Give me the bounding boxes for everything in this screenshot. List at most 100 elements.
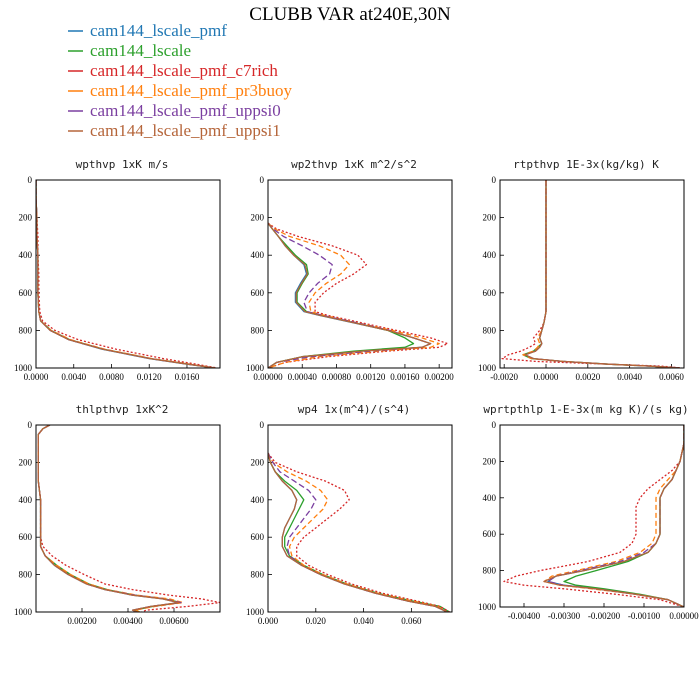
series-line-2-0 xyxy=(524,180,680,368)
ytick-label-2-1: 200 xyxy=(483,213,497,223)
series-line-4-5 xyxy=(268,452,448,612)
xtick-label-3-2: 0.00600 xyxy=(159,616,189,626)
panel-frame-2 xyxy=(499,179,685,369)
ytick-label-4-4: 800 xyxy=(251,570,265,580)
ytick-label-2-4: 800 xyxy=(483,325,497,335)
ytick-label-3-3: 600 xyxy=(19,532,33,542)
xtick-label-2-0: -0.0020 xyxy=(490,372,518,382)
ytick-label-3-2: 400 xyxy=(19,495,33,505)
xtick-label-0-1: 0.0040 xyxy=(61,372,86,382)
ytick-label-3-1: 200 xyxy=(19,457,33,467)
series-line-0-2 xyxy=(36,180,218,368)
xtick-label-5-0: -0.00400 xyxy=(508,611,541,621)
ytick-label-0-1: 200 xyxy=(19,213,33,223)
series-line-1-2 xyxy=(268,222,449,368)
ytick-label-2-5: 1000 xyxy=(478,363,497,373)
ytick-label-5-3: 600 xyxy=(483,529,497,539)
series-line-3-5 xyxy=(37,425,180,612)
panel-frame-1 xyxy=(267,179,453,369)
ytick-label-2-0: 0 xyxy=(492,175,497,185)
series-line-2-4 xyxy=(524,180,680,368)
series-line-5-3 xyxy=(543,425,684,607)
xtick-label-3-0: 0.00200 xyxy=(67,616,97,626)
xtick-label-1-1: 0.00040 xyxy=(288,372,318,382)
ytick-label-0-5: 1000 xyxy=(14,363,33,373)
xtick-label-1-0: 0.00000 xyxy=(253,372,283,382)
series-line-0-3 xyxy=(36,180,216,368)
xtick-label-5-3: -0.00100 xyxy=(628,611,661,621)
ytick-label-5-2: 400 xyxy=(483,493,497,503)
xtick-label-4-0: 0.000 xyxy=(258,616,279,626)
xtick-label-4-2: 0.040 xyxy=(353,616,374,626)
series-line-3-1 xyxy=(37,425,182,612)
legend-entry-5: cam144_lscale_pmf_uppsi1 xyxy=(90,121,281,140)
ytick-label-4-2: 400 xyxy=(251,495,265,505)
ytick-label-1-0: 0 xyxy=(260,175,265,185)
xtick-label-3-1: 0.00400 xyxy=(113,616,143,626)
legend-entry-1: cam144_lscale xyxy=(90,41,191,60)
ytick-label-0-4: 800 xyxy=(19,325,33,335)
series-line-1-5 xyxy=(268,222,432,368)
series-line-3-4 xyxy=(37,425,182,612)
legend-entry-2: cam144_lscale_pmf_c7rich xyxy=(90,61,278,80)
series-line-0-4 xyxy=(36,180,216,368)
panel-frame-3 xyxy=(35,424,221,613)
xtick-label-2-1: 0.0000 xyxy=(534,372,559,382)
series-line-3-3 xyxy=(37,425,184,612)
series-line-3-2 xyxy=(37,425,220,612)
panel-1: wp2thvp 1xK m^2/s^2020040060080010000.00… xyxy=(246,158,454,382)
series-line-2-2 xyxy=(501,180,682,368)
ytick-label-3-4: 800 xyxy=(19,570,33,580)
xtick-label-1-2: 0.00080 xyxy=(322,372,352,382)
xtick-label-0-4: 0.0160 xyxy=(175,372,200,382)
series-line-3-0 xyxy=(37,425,180,612)
ytick-label-1-3: 600 xyxy=(251,288,265,298)
ytick-label-4-5: 1000 xyxy=(246,607,265,617)
xtick-label-4-3: 0.060 xyxy=(401,616,422,626)
series-line-0-0 xyxy=(36,180,216,368)
ytick-label-5-1: 200 xyxy=(483,456,497,466)
xtick-label-1-4: 0.00160 xyxy=(390,372,420,382)
ytick-label-5-5: 1000 xyxy=(478,602,497,612)
panel-frame-0 xyxy=(35,179,221,369)
ytick-label-1-1: 200 xyxy=(251,213,265,223)
xtick-label-2-2: 0.0020 xyxy=(575,372,600,382)
ytick-label-2-3: 600 xyxy=(483,288,497,298)
xtick-label-1-3: 0.00120 xyxy=(356,372,386,382)
legend-entry-3: cam144_lscale_pmf_pr3buoy xyxy=(90,81,293,100)
panel-5: wprtpthlp 1-E-3x(m kg K)/(s kg) 0 200 400 60… xyxy=(478,403,699,621)
xtick-label-4-1: 0.020 xyxy=(306,616,327,626)
ytick-label-0-3: 600 xyxy=(19,288,33,298)
xtick-label-0-0: 0.0000 xyxy=(24,372,49,382)
ytick-label-5-0: 0 xyxy=(492,420,497,430)
ytick-label-3-5: 1000 xyxy=(14,607,33,617)
xtick-label-2-4: 0.0060 xyxy=(659,372,684,382)
ytick-label-5-4: 800 xyxy=(483,566,497,576)
ytick-label-1-2: 400 xyxy=(251,250,265,260)
legend: cam144_lscale_pmfcam144_lscalecam144_lsc… xyxy=(68,21,293,140)
series-line-5-5 xyxy=(543,425,684,607)
series-line-5-1 xyxy=(563,425,684,607)
xtick-label-1-5: 0.00200 xyxy=(425,372,455,382)
panel-frame-4 xyxy=(267,424,453,613)
xtick-label-2-3: 0.0040 xyxy=(617,372,642,382)
xtick-label-0-3: 0.0120 xyxy=(137,372,162,382)
ytick-label-2-2: 400 xyxy=(483,250,497,260)
series-line-1-1 xyxy=(268,222,415,368)
series-line-0-5 xyxy=(36,180,216,368)
ytick-label-0-0: 0 xyxy=(28,175,33,185)
ytick-label-4-1: 200 xyxy=(251,457,265,467)
ytick-label-1-5: 1000 xyxy=(246,363,265,373)
series-line-4-2 xyxy=(268,452,450,612)
legend-entry-0: cam144_lscale_pmf xyxy=(90,21,227,40)
series-line-0-1 xyxy=(36,180,216,368)
series-line-5-2 xyxy=(503,425,684,607)
panel-3: thlpthvp 1xK^2 0 200 400 600 800 1000 0.00200 0.… xyxy=(14,403,221,626)
panel-title-0: wpthvp 1xK m/s xyxy=(76,158,169,171)
ytick-label-1-4: 800 xyxy=(251,325,265,335)
panel-title-4: wp4 1x(m^4)/(s^4) xyxy=(298,403,411,416)
panel-frame-5 xyxy=(499,424,685,608)
